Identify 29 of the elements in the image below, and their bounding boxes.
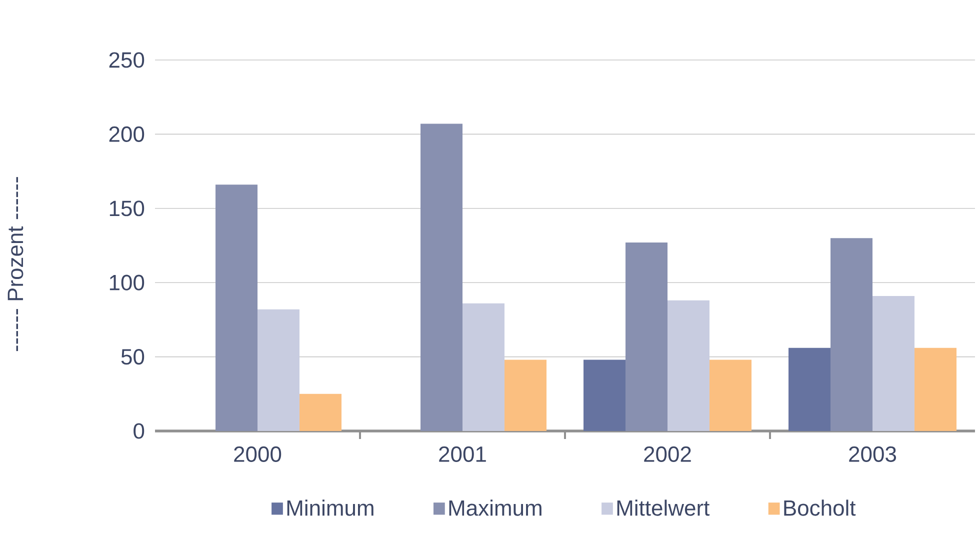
legend-label: Mittelwert bbox=[617, 500, 710, 516]
bar bbox=[420, 124, 463, 432]
bar bbox=[788, 348, 831, 432]
legend-label: Bocholt bbox=[784, 500, 856, 516]
bar bbox=[258, 309, 300, 432]
bar bbox=[504, 360, 547, 432]
x-tick-label: 2002 bbox=[644, 446, 691, 462]
y-axis-title: ------ Prozent ------ bbox=[8, 177, 24, 352]
bar bbox=[872, 296, 915, 432]
x-tick-label: 2000 bbox=[234, 446, 282, 462]
bar bbox=[710, 360, 752, 432]
bar bbox=[300, 394, 342, 432]
y-tick-label: 150 bbox=[110, 200, 144, 216]
bar bbox=[584, 360, 626, 432]
y-tick-label: 100 bbox=[110, 274, 144, 290]
bar bbox=[216, 184, 258, 432]
y-tick-label: 50 bbox=[121, 349, 144, 365]
bar bbox=[626, 242, 668, 432]
bar bbox=[462, 303, 505, 432]
x-tick-label: 2003 bbox=[849, 446, 896, 462]
y-tick-label: 0 bbox=[134, 423, 144, 439]
y-tick-label: 250 bbox=[109, 52, 144, 68]
legend-label: Maximum bbox=[449, 500, 542, 516]
bar bbox=[668, 300, 710, 432]
legend-label: Minimum bbox=[287, 500, 374, 516]
x-tick-label: 2001 bbox=[439, 446, 486, 462]
bar bbox=[830, 238, 873, 432]
y-tick-label: 200 bbox=[109, 126, 144, 142]
bar bbox=[914, 348, 957, 432]
